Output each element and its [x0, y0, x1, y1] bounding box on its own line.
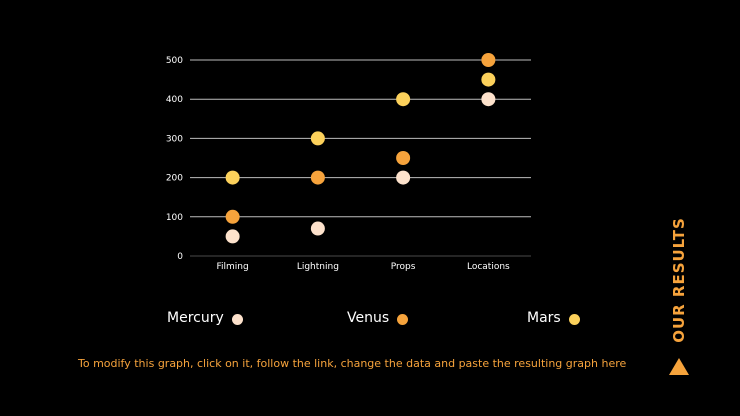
data-point-mars	[481, 72, 496, 87]
legend-label: Mars	[527, 310, 561, 326]
legend-label: Venus	[347, 310, 390, 326]
data-point-mars	[310, 131, 325, 146]
legend-swatch	[231, 313, 243, 325]
legend-item-mars: Mars	[527, 308, 580, 328]
legend-swatch	[397, 313, 409, 325]
x-tick-label: Props	[391, 262, 416, 272]
data-point-venus	[396, 151, 411, 165]
x-tick-label: Locations	[467, 262, 510, 272]
data-point-mercury	[481, 92, 496, 107]
data-point-mercury	[396, 170, 411, 185]
dot-plot-chart: 0 100 200 300 400 500 Filming Lightning Props Loc…	[166, 53, 531, 272]
data-point-venus	[481, 53, 496, 67]
section-title: OUR RESULTS	[670, 217, 688, 343]
triangle-up-icon	[669, 358, 689, 375]
data-point-mars	[225, 170, 240, 185]
x-tick-label: Filming	[217, 262, 249, 272]
legend-label: Mercury	[167, 310, 224, 326]
y-tick-label: 200	[166, 174, 183, 184]
data-point-mars	[396, 92, 411, 107]
data-point-venus	[310, 170, 325, 185]
y-tick-label: 300	[166, 134, 183, 144]
data-point-venus	[225, 209, 240, 224]
y-tick-label: 0	[177, 252, 183, 262]
x-tick-label: Lightning	[297, 262, 339, 272]
instruction-text: To modify this graph, click on it, follo…	[78, 357, 627, 370]
legend-item-mercury: Mercury	[167, 308, 243, 328]
legend-item-venus: Venus	[347, 308, 409, 328]
y-tick-label: 400	[166, 95, 183, 105]
y-tick-label: 100	[166, 213, 183, 223]
data-point-mercury	[310, 221, 325, 236]
y-tick-label: 500	[166, 56, 183, 66]
legend-swatch	[568, 313, 580, 325]
data-point-mercury	[225, 229, 240, 244]
